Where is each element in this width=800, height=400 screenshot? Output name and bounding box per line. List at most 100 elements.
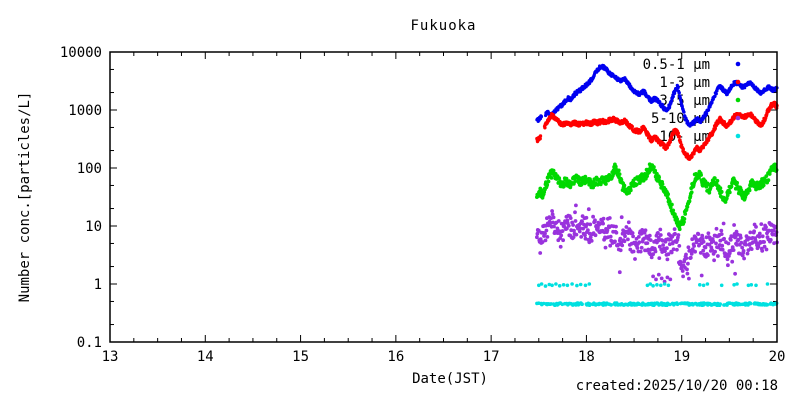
series-5-10-m xyxy=(535,203,779,284)
data-point xyxy=(616,168,621,173)
data-point xyxy=(757,234,762,239)
data-point xyxy=(538,251,543,255)
data-point xyxy=(677,227,682,232)
data-point xyxy=(651,274,655,279)
data-point xyxy=(659,283,663,288)
data-point xyxy=(746,283,751,288)
data-point xyxy=(675,217,679,222)
data-point xyxy=(719,228,724,233)
data-point xyxy=(658,227,663,232)
data-point xyxy=(721,221,726,226)
created-timestamp: created:2025/10/20 00:18 xyxy=(575,378,778,394)
data-point xyxy=(639,245,644,250)
data-point xyxy=(573,179,577,184)
data-point xyxy=(565,283,570,288)
data-point xyxy=(648,252,653,257)
data-point xyxy=(565,218,570,223)
data-point xyxy=(545,235,550,239)
data-point xyxy=(547,282,552,287)
chart-title: Fukuoka xyxy=(410,18,477,34)
data-point xyxy=(678,140,683,144)
data-point xyxy=(665,275,670,280)
data-point xyxy=(618,248,623,253)
data-point xyxy=(608,234,613,239)
data-point xyxy=(710,183,715,188)
data-point xyxy=(689,251,694,256)
data-point xyxy=(671,208,676,213)
data-point xyxy=(646,247,651,252)
data-point xyxy=(693,249,697,254)
data-point xyxy=(716,254,720,258)
data-point xyxy=(745,251,750,256)
data-point xyxy=(738,235,743,240)
data-point xyxy=(655,283,659,287)
y-tick-label: 10 xyxy=(85,219,102,235)
data-point xyxy=(662,282,667,286)
data-point xyxy=(573,210,577,215)
data-point xyxy=(543,284,548,288)
data-point xyxy=(561,238,565,243)
data-point xyxy=(741,249,746,253)
data-point xyxy=(637,240,642,245)
data-point xyxy=(726,263,730,268)
data-point xyxy=(684,256,689,260)
legend-label: 0.5-1 μm xyxy=(643,57,710,73)
data-point xyxy=(645,283,650,288)
data-point xyxy=(573,219,578,223)
series-1-3-m xyxy=(535,100,779,161)
data-point xyxy=(676,85,680,89)
data-point xyxy=(543,231,547,236)
data-point xyxy=(700,183,705,188)
data-point xyxy=(707,108,711,112)
data-point xyxy=(657,256,662,260)
legend-marker xyxy=(735,61,741,67)
data-point xyxy=(539,282,544,286)
data-point xyxy=(733,271,737,276)
data-point xyxy=(765,282,770,286)
data-point xyxy=(689,190,694,195)
data-point xyxy=(575,283,579,288)
data-point xyxy=(619,215,624,220)
data-point xyxy=(613,239,617,244)
data-point xyxy=(656,238,661,243)
data-point xyxy=(626,220,631,225)
data-point xyxy=(555,226,560,231)
data-point xyxy=(767,228,771,233)
data-point xyxy=(584,215,589,220)
data-point xyxy=(671,95,675,99)
data-point xyxy=(752,229,756,234)
data-point xyxy=(631,249,636,254)
data-point xyxy=(656,235,661,240)
data-point xyxy=(538,134,543,138)
data-point xyxy=(718,302,722,306)
data-point xyxy=(554,282,558,286)
data-point xyxy=(730,245,735,250)
y-tick-label: 10000 xyxy=(60,45,102,61)
data-point xyxy=(727,251,732,256)
data-point xyxy=(682,217,687,221)
data-point xyxy=(661,243,665,247)
data-point xyxy=(714,226,719,231)
data-point xyxy=(586,228,590,233)
data-point xyxy=(546,179,551,184)
data-point xyxy=(712,258,716,263)
data-point xyxy=(735,180,739,185)
data-point xyxy=(628,188,633,193)
data-point xyxy=(587,282,592,286)
data-point xyxy=(713,249,717,254)
data-point xyxy=(653,249,658,254)
legend-label: 1-3 μm xyxy=(659,75,710,91)
data-point xyxy=(648,238,653,243)
data-point xyxy=(651,252,655,257)
data-point xyxy=(618,236,623,241)
data-point xyxy=(699,273,704,278)
data-point xyxy=(742,256,746,261)
data-point xyxy=(697,175,701,180)
data-point xyxy=(551,215,556,220)
data-point xyxy=(571,223,575,227)
data-point xyxy=(645,241,650,246)
data-point xyxy=(607,216,612,220)
data-point xyxy=(714,92,718,96)
data-point xyxy=(574,232,579,237)
data-point xyxy=(601,216,606,221)
